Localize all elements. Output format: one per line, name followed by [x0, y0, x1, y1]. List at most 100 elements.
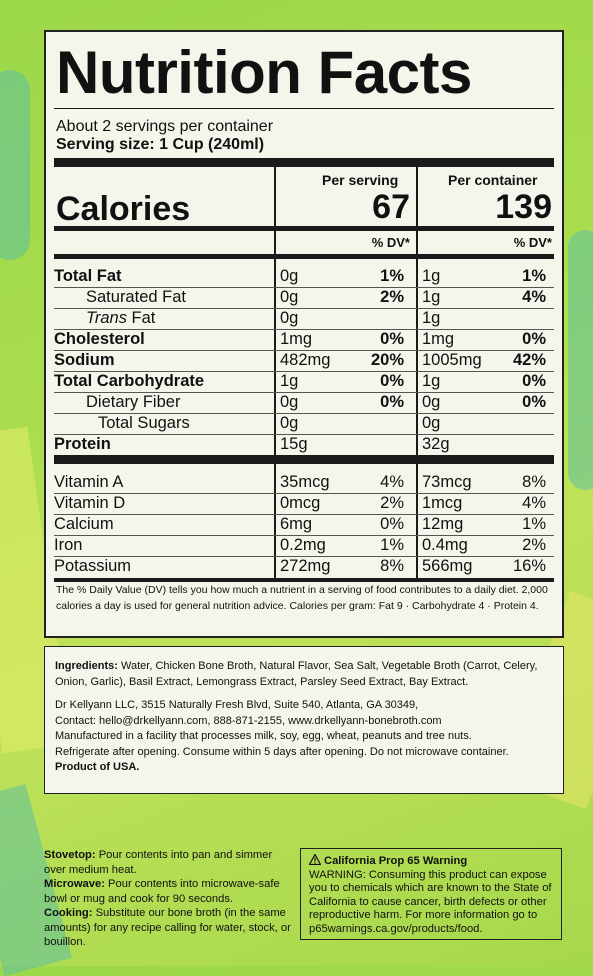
- vitamin-name: Vitamin A: [54, 473, 124, 491]
- column-divider: [274, 167, 276, 455]
- nutrient-row-cholesterol: Cholesterol 1mg 0% 1mg 0%: [54, 329, 554, 351]
- per-container-header: Per container: [448, 172, 538, 188]
- thick-divider: [54, 226, 554, 231]
- amount-per-container: 1g: [422, 267, 441, 285]
- dv-header: % DV*: [513, 235, 552, 250]
- vitamin-name: Iron: [54, 536, 83, 554]
- dv-per-container: 0%: [522, 330, 546, 348]
- stovetop-text: Pour contents into pan and simmer over m…: [44, 849, 273, 876]
- dv-per-container: 8%: [522, 473, 546, 491]
- ingredients-list: Water, Chicken Bone Broth, Natural Flavo…: [55, 660, 538, 688]
- dv-per-container: 0%: [522, 372, 546, 390]
- ingredients-text: Ingredients: Water, Chicken Bone Broth, …: [55, 659, 553, 690]
- company-contact: Contact: hello@drkellyann.com, 888-871-2…: [55, 714, 442, 727]
- cooking-direction: Cooking: Substitute our bone broth (in t…: [44, 906, 294, 950]
- amount-per-container: 1mcg: [422, 494, 463, 512]
- prop65-title-line: California Prop 65 Warning: [308, 853, 553, 869]
- nutrient-row-protein: Protein 15g 32g: [54, 434, 554, 455]
- amount-per-serving: 6mg: [280, 515, 313, 533]
- amount-per-serving: 0g: [280, 267, 299, 285]
- dv-per-serving: 20%: [370, 351, 404, 369]
- nutrient-name: Total Fat: [54, 267, 122, 285]
- amount-per-serving: 1g: [280, 372, 299, 390]
- microwave-text: Pour contents into microwave-safe bowl o…: [44, 878, 280, 905]
- dv-per-serving: 0%: [380, 330, 404, 348]
- company-address: Dr Kellyann LLC, 3515 Naturally Fresh Bl…: [55, 699, 419, 711]
- directions: Stovetop: Pour contents into pan and sim…: [44, 848, 294, 950]
- calories-label: Calories: [56, 190, 191, 228]
- thick-divider: [54, 455, 554, 464]
- prop65-warning-box: California Prop 65 Warning WARNING: Cons…: [300, 848, 562, 940]
- dv-per-serving: 4%: [380, 473, 404, 491]
- amount-per-serving: 0g: [280, 288, 299, 306]
- storage-instructions: Refrigerate after opening. Consume withi…: [55, 745, 509, 758]
- dv-header: % DV*: [371, 235, 410, 250]
- amount-per-serving: 272mg: [280, 557, 331, 575]
- dv-per-serving: 1%: [380, 267, 404, 285]
- thick-divider: [54, 158, 554, 167]
- vitamin-name: Potassium: [54, 557, 132, 575]
- nutrient-name: Saturated Fat: [86, 288, 186, 306]
- background-shape: [0, 70, 30, 260]
- nutrient-name: Trans Fat: [54, 309, 155, 328]
- stovetop-label: Stovetop:: [44, 849, 96, 861]
- nutrition-facts-panel: Nutrition Facts About 2 servings per con…: [44, 30, 564, 638]
- nutrient-name: Total Carbohydrate: [54, 372, 205, 390]
- servings-per-container: About 2 servings per container: [56, 118, 274, 135]
- nutrient-name: Total Sugars: [98, 414, 190, 432]
- amount-per-container: 0g: [422, 414, 441, 432]
- amount-per-container: 0g: [422, 393, 441, 411]
- dv-per-serving: 2%: [380, 494, 404, 512]
- amount-per-container: 12mg: [422, 515, 464, 533]
- nutrient-name: Protein: [54, 435, 111, 453]
- stovetop-direction: Stovetop: Pour contents into pan and sim…: [44, 848, 294, 877]
- vitamin-row-iron: Iron 0.2mg 1% 0.4mg 2%: [54, 535, 554, 557]
- nutrient-row-total-fat: Total Fat 0g 1% 1g 1%: [54, 266, 554, 288]
- vitamin-row-vitamin-d: Vitamin D 0mcg 2% 1mcg 4%: [54, 493, 554, 515]
- dv-per-container: 1%: [522, 267, 546, 285]
- column-divider: [416, 462, 418, 578]
- amount-per-container: 1g: [422, 288, 441, 306]
- nutrient-row-total-carbohydrate: Total Carbohydrate 1g 0% 1g 0%: [54, 371, 554, 393]
- ingredients-panel: Ingredients: Water, Chicken Bone Broth, …: [44, 646, 564, 794]
- calories-per-serving: 67: [372, 188, 410, 226]
- amount-per-serving: 0.2mg: [280, 536, 326, 554]
- amount-per-serving: 0mcg: [280, 494, 321, 512]
- amount-per-container: 566mg: [422, 557, 473, 575]
- nutrient-name: Sodium: [54, 351, 115, 369]
- dv-per-container: 0%: [522, 393, 546, 411]
- amount-per-serving: 35mcg: [280, 473, 330, 491]
- dv-per-container: 1%: [522, 515, 546, 533]
- serving-size: Serving size: 1 Cup (240ml): [56, 136, 265, 153]
- vitamin-row-calcium: Calcium 6mg 0% 12mg 1%: [54, 514, 554, 536]
- vitamin-row-potassium: Potassium 272mg 8% 566mg 16%: [54, 556, 554, 577]
- nutrient-row-saturated-fat: Saturated Fat 0g 2% 1g 4%: [54, 287, 554, 309]
- product-origin: Product of USA.: [55, 761, 140, 773]
- fat-label: Fat: [126, 309, 156, 327]
- amount-per-serving: 482mg: [280, 351, 331, 369]
- prop65-text: WARNING: Consuming this product can expo…: [309, 868, 552, 935]
- amount-per-container: 1mg: [422, 330, 455, 348]
- microwave-direction: Microwave: Pour contents into microwave-…: [44, 877, 294, 906]
- panel-title: Nutrition Facts: [56, 39, 472, 106]
- nutrient-row-trans-fat: Trans Fat 0g 1g: [54, 308, 554, 330]
- column-divider: [416, 167, 418, 455]
- amount-per-serving: 15g: [280, 435, 308, 453]
- dv-per-container: 2%: [522, 536, 546, 554]
- dv-per-serving: 0%: [380, 372, 404, 390]
- amount-per-serving: 0g: [280, 393, 299, 411]
- amount-per-container: 0.4mg: [422, 536, 468, 554]
- cooking-text: Substitute our bone broth (in the same a…: [44, 907, 291, 948]
- nutrient-name: Dietary Fiber: [86, 393, 181, 411]
- microwave-label: Microwave:: [44, 878, 105, 890]
- dv-per-container: 4%: [522, 288, 546, 306]
- background-shape: [568, 230, 593, 490]
- ingredients-label: Ingredients:: [55, 660, 118, 672]
- cooking-label: Cooking:: [44, 907, 93, 919]
- allergen-statement: Manufactured in a facility that processe…: [55, 730, 472, 742]
- per-serving-header: Per serving: [322, 172, 399, 188]
- dv-per-serving: 1%: [380, 536, 404, 554]
- warning-icon: [308, 853, 322, 866]
- nutrient-row-dietary-fiber: Dietary Fiber 0g 0% 0g 0%: [54, 392, 554, 414]
- dv-per-container: 42%: [512, 351, 546, 369]
